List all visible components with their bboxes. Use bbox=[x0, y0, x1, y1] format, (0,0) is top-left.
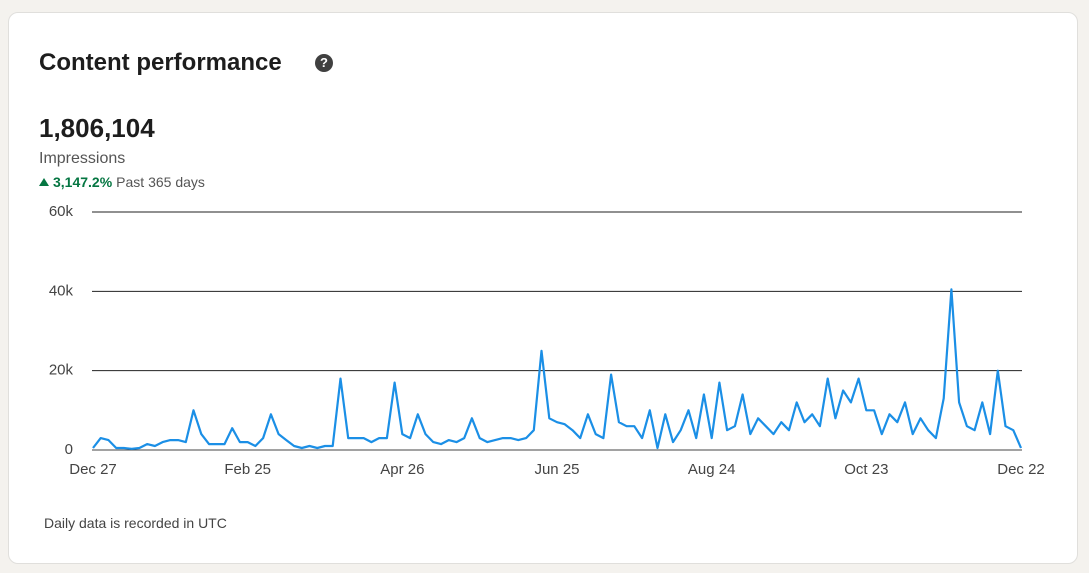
y-tick-label: 40k bbox=[49, 282, 74, 299]
y-tick-label: 60k bbox=[49, 203, 74, 220]
y-tick-label: 0 bbox=[65, 441, 73, 458]
x-tick-label: Oct 23 bbox=[844, 461, 888, 478]
x-tick-label: Dec 22 bbox=[997, 461, 1045, 478]
card: Content performance ? 1,806,104 Impressi… bbox=[8, 12, 1078, 564]
y-tick-label: 20k bbox=[49, 362, 74, 379]
total-value: 1,806,104 bbox=[39, 113, 155, 143]
growth: 3,147.2% Past 365 days bbox=[39, 174, 205, 190]
metric-label: Impressions bbox=[39, 150, 126, 167]
card-title: Content performance bbox=[39, 49, 282, 76]
x-tick-label: Aug 24 bbox=[688, 461, 736, 478]
help-icon[interactable]: ? bbox=[315, 54, 333, 72]
period: Past 365 days bbox=[116, 174, 205, 190]
x-tick-label: Jun 25 bbox=[534, 461, 579, 478]
impressions-line bbox=[92, 288, 1023, 450]
change-value: 3,147.2% bbox=[53, 174, 113, 190]
x-tick-label: Apr 26 bbox=[380, 461, 424, 478]
x-tick-label: Feb 25 bbox=[224, 461, 271, 478]
x-tick-label: Dec 27 bbox=[69, 461, 117, 478]
footnote: Daily data is recorded in UTC bbox=[44, 515, 227, 531]
up-arrow bbox=[39, 178, 49, 186]
